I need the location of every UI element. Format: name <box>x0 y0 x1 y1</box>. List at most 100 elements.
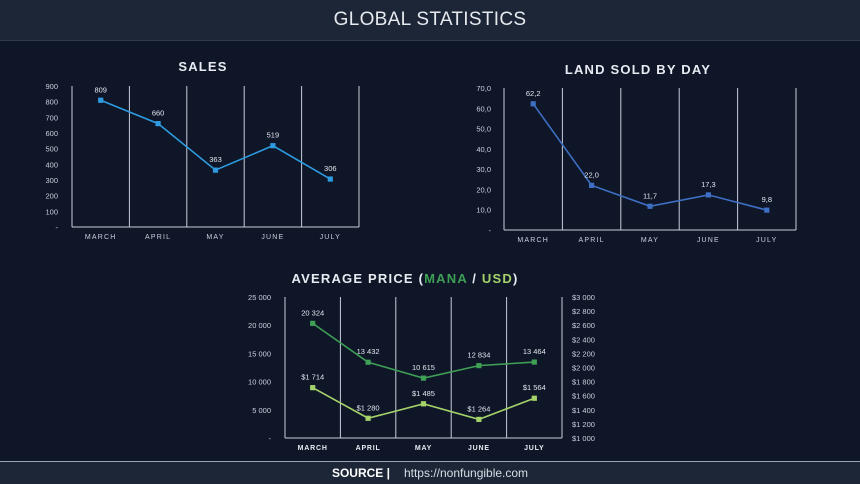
x-category-label: APRIL <box>578 237 604 244</box>
y2-tick-label: $2 600 <box>572 321 595 330</box>
data-label: 20 324 <box>301 308 324 317</box>
y-tick-label: 800 <box>45 98 58 107</box>
data-label: 9,8 <box>762 195 772 204</box>
x-category-label: MARCH <box>517 237 549 244</box>
y2-tick-label: $2 200 <box>572 349 595 358</box>
data-label: 62,2 <box>526 89 541 98</box>
x-category-label: JULY <box>524 445 544 452</box>
y-tick-label: 15 000 <box>248 349 271 358</box>
data-point-marker <box>365 359 371 365</box>
y2-tick-label: $2 400 <box>572 335 595 344</box>
data-point-marker <box>476 416 482 422</box>
data-label: $1 280 <box>357 403 380 412</box>
data-label: 363 <box>209 155 222 164</box>
data-label: $1 485 <box>412 389 435 398</box>
y2-tick-label: $1 800 <box>572 378 595 387</box>
data-point-marker <box>155 121 161 127</box>
y-tick-label: - <box>489 226 492 235</box>
y-tick-label: - <box>269 434 272 443</box>
data-point-marker <box>476 363 482 369</box>
series-line <box>100 99 331 180</box>
y2-tick-label: $1 000 <box>572 434 595 443</box>
source-link[interactable]: https://nonfungible.com <box>403 466 529 480</box>
y-tick-label: 600 <box>45 129 58 138</box>
data-point-marker <box>98 97 104 103</box>
y-tick-label: 700 <box>45 113 58 122</box>
y-tick-label: - <box>56 223 59 232</box>
x-category-label: JULY <box>320 234 341 241</box>
y-tick-label: 70,0 <box>476 84 491 93</box>
data-point-marker <box>764 207 770 213</box>
x-category-label: APRIL <box>356 445 381 452</box>
data-point-marker <box>420 401 427 407</box>
x-category-label: JUNE <box>261 234 284 241</box>
data-point-marker <box>647 203 653 209</box>
data-label: 10 615 <box>412 363 435 372</box>
data-point-marker <box>420 375 427 381</box>
footer-divider <box>0 461 860 462</box>
data-point-marker <box>212 167 219 173</box>
x-category-label: MARCH <box>85 234 117 241</box>
y-tick-label: 900 <box>45 82 58 91</box>
data-label: 660 <box>152 109 165 118</box>
x-category-label: APRIL <box>145 234 171 241</box>
data-label: 519 <box>267 131 280 140</box>
sales-chart: SALES - 100 200 300 400 500 600 700 800 900 MARCH A… <box>45 59 360 241</box>
page-title: GLOBAL STATISTICS <box>333 9 527 30</box>
header-divider <box>0 40 860 41</box>
y2-tick-label: $2 800 <box>572 307 595 316</box>
data-point-marker <box>705 192 711 198</box>
data-label: 17,3 <box>701 180 716 189</box>
data-point-marker <box>310 320 316 326</box>
y-tick-label: 25 000 <box>248 293 271 302</box>
y-tick-label: 400 <box>45 160 58 169</box>
y-tick-label: 20,0 <box>476 185 491 194</box>
data-point-marker <box>589 182 595 188</box>
data-label: 306 <box>324 164 337 173</box>
y-tick-label: 20 000 <box>248 321 271 330</box>
y2-tick-label: $1 600 <box>572 392 595 401</box>
source-label: SOURCE | <box>331 466 390 480</box>
y2-tick-label: $1 400 <box>572 406 595 415</box>
average-price-chart: AVERAGE PRICE (MANA / USD) - 5 000 10 000 1… <box>248 271 595 452</box>
land-chart-title: LAND SOLD BY DAY <box>565 62 711 77</box>
data-point-marker <box>310 385 316 391</box>
x-category-label: MAY <box>206 234 224 241</box>
x-category-label: JUNE <box>697 237 720 244</box>
y-tick-label: 5 000 <box>252 406 271 415</box>
y-tick-label: 500 <box>45 145 58 154</box>
y2-tick-label: $2 000 <box>572 364 595 373</box>
y-tick-label: 30,0 <box>476 165 491 174</box>
footer-bar: SOURCE | https://nonfungible.com <box>0 462 860 484</box>
y-tick-label: 10 000 <box>248 378 271 387</box>
data-point-marker <box>531 359 537 365</box>
y-tick-label: 100 <box>45 207 58 216</box>
data-point-marker <box>365 415 371 421</box>
price-chart-title: AVERAGE PRICE (MANA / USD) <box>292 271 519 286</box>
data-label: 809 <box>94 85 107 94</box>
data-label: 11,7 <box>643 191 657 200</box>
y-tick-label: 40,0 <box>476 145 491 154</box>
data-point-marker <box>530 101 536 107</box>
x-category-label: JUNE <box>468 445 490 452</box>
data-label: 13 464 <box>523 347 546 356</box>
x-category-label: MAY <box>641 237 659 244</box>
header-bar: GLOBAL STATISTICS <box>0 0 860 40</box>
y-tick-label: 10,0 <box>476 206 491 215</box>
data-point-marker <box>270 143 276 149</box>
sales-chart-title: SALES <box>178 59 227 74</box>
data-point-marker <box>327 176 333 182</box>
data-label: $1 564 <box>523 383 546 392</box>
y-tick-label: 50,0 <box>476 125 491 134</box>
y2-tick-label: $1 200 <box>572 420 595 429</box>
land-sold-chart: LAND SOLD BY DAY - 10,0 20,0 30,0 40,0 50,0 60… <box>476 62 797 244</box>
data-point-marker <box>531 395 537 401</box>
y-tick-label: 300 <box>45 176 58 185</box>
y-tick-label: 60,0 <box>476 104 491 113</box>
data-label: $1 264 <box>467 404 490 413</box>
y-tick-label: 200 <box>45 192 58 201</box>
data-label: 12 834 <box>467 351 490 360</box>
data-label: 13 432 <box>357 347 380 356</box>
x-category-label: MARCH <box>298 445 328 452</box>
x-category-label: JULY <box>756 237 777 244</box>
